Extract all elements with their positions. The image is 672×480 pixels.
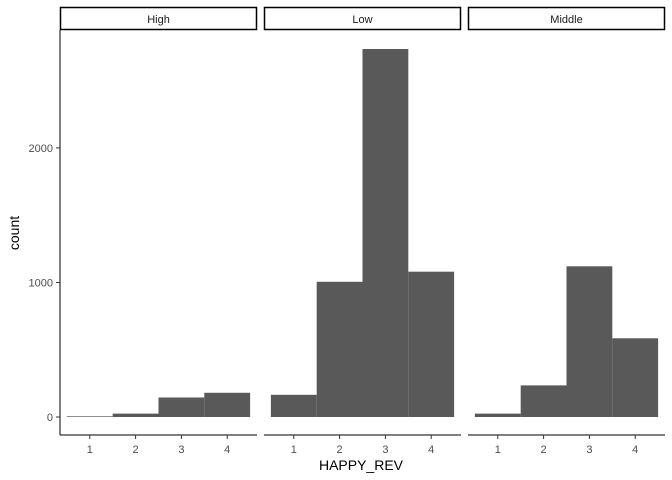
histogram-bar (270, 394, 317, 417)
y-tick-label: 1000 (29, 277, 53, 289)
x-tick-label: 4 (224, 444, 230, 456)
x-tick-label: 1 (495, 444, 501, 456)
x-tick-label: 2 (541, 444, 547, 456)
facet-strip (263, 6, 462, 31)
facet-panels: High 1 2 3 4 Low 1 2 3 4 Middle 1 2 3 4 (59, 6, 666, 456)
facet-strip-label: High (147, 14, 170, 26)
histogram-bar (316, 281, 363, 417)
x-tick-label: 3 (178, 444, 184, 456)
facet-panel-low: Low 1 2 3 4 (263, 6, 462, 456)
x-tick-label: 2 (337, 444, 343, 456)
histogram-bar (66, 416, 113, 417)
histogram-bar (612, 338, 659, 417)
histogram-bar (408, 271, 455, 417)
x-tick-label: 1 (87, 444, 93, 456)
facet-strip-label: Low (352, 14, 372, 26)
histogram-bar (566, 266, 613, 417)
y-axis-title: count (6, 216, 22, 250)
x-tick-label: 4 (428, 444, 434, 456)
x-axis-title: HAPPY_REV (319, 457, 404, 473)
facet-panel-high: High 1 2 3 4 (59, 6, 258, 456)
y-axis: 0 1000 2000 (29, 30, 61, 435)
histogram-bar (362, 49, 409, 418)
x-tick-label: 3 (586, 444, 592, 456)
facet-panel-middle: Middle 1 2 3 4 (467, 6, 666, 456)
histogram-bar (112, 413, 159, 417)
facet-strip (59, 6, 258, 31)
facet-strip-label: Middle (550, 14, 582, 26)
histogram-bar (158, 397, 205, 417)
facet-strip (467, 6, 666, 31)
x-tick-label: 4 (632, 444, 638, 456)
histogram-bar (204, 392, 251, 417)
y-tick-label: 2000 (29, 143, 53, 155)
histogram-bar (474, 413, 521, 417)
x-tick-label: 1 (291, 444, 297, 456)
x-tick-label: 2 (133, 444, 139, 456)
y-tick-label: 0 (47, 412, 53, 424)
histogram-bar (520, 385, 567, 417)
x-tick-label: 3 (382, 444, 388, 456)
